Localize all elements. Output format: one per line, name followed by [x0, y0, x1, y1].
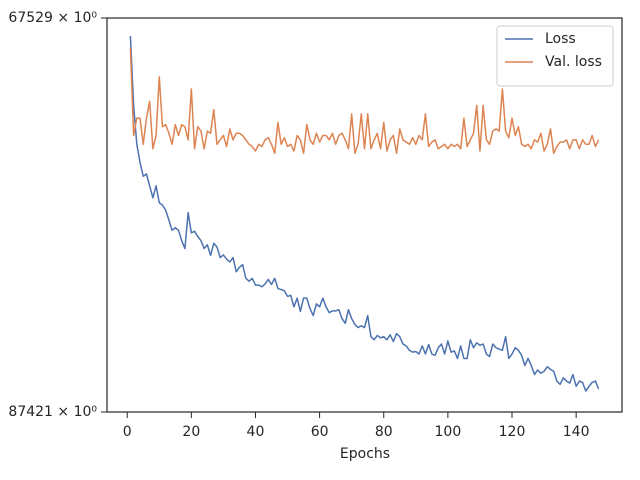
x-tick-label: 0	[123, 424, 132, 440]
legend-label: Val. loss	[545, 54, 602, 70]
y-tick-label: 87421 × 10⁰	[8, 404, 97, 420]
x-tick-label: 140	[563, 424, 590, 440]
line-series	[129, 36, 600, 392]
x-tick-label: 120	[499, 424, 526, 440]
line-series	[129, 48, 600, 155]
legend-label: Loss	[545, 31, 576, 47]
x-tick-label: 100	[435, 424, 462, 440]
x-tick-label: 60	[311, 424, 329, 440]
axes-frame	[106, 17, 623, 413]
y-tick-label: 67529 × 10⁰	[8, 10, 97, 26]
x-tick-label: 80	[375, 424, 393, 440]
legend-box	[496, 25, 614, 87]
x-tick-label: 40	[247, 424, 265, 440]
x-axis-label: Epochs	[340, 446, 390, 462]
x-tick-label: 20	[182, 424, 200, 440]
